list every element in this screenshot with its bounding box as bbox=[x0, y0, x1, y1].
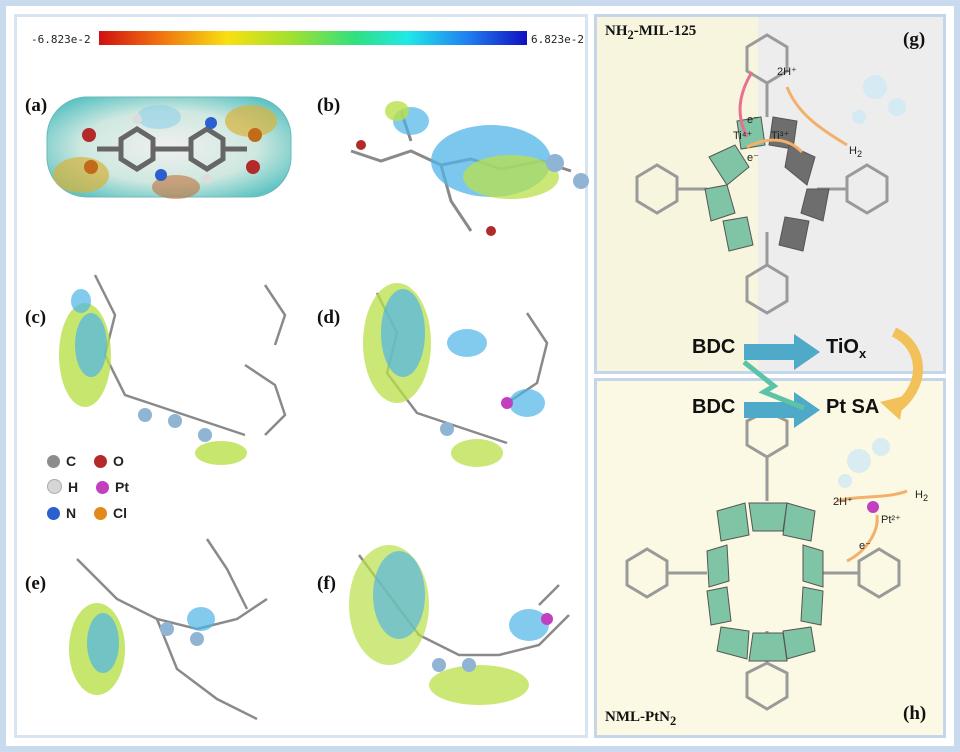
orbital-structure-e bbox=[69, 538, 268, 721]
panel-h-title: NML-PtN2 bbox=[605, 709, 677, 728]
oxygen-dot-icon bbox=[94, 455, 108, 468]
colorbar-max-label: 6.823e-2 bbox=[531, 33, 584, 46]
hydrogen-dot-icon bbox=[47, 479, 62, 494]
esp-colorbar bbox=[99, 31, 527, 45]
bdc-to-ptsa-arrow bbox=[744, 392, 820, 428]
panel-label-g: (g) bbox=[903, 29, 926, 50]
legend-item-cl: Cl bbox=[94, 505, 127, 521]
panel-label-h: (h) bbox=[903, 703, 927, 724]
legend-row-1: C O bbox=[47, 453, 124, 469]
cross-link-arrow bbox=[742, 360, 805, 411]
g-electron-label-2: e⁻ bbox=[747, 152, 759, 164]
platinum-dot-icon bbox=[96, 481, 110, 494]
g-h2-label: H2 bbox=[849, 145, 863, 160]
colorbar-min-label: -6.823e-2 bbox=[31, 33, 91, 46]
flow-tiox: TiOx bbox=[826, 336, 867, 361]
panel-label-a: (a) bbox=[25, 95, 48, 116]
esp-molecule-a bbox=[46, 96, 292, 199]
h-electron-label: e⁻ bbox=[859, 540, 871, 552]
flow-arrows bbox=[742, 327, 923, 428]
legend-item-n: N bbox=[47, 505, 76, 521]
legend-item-h: H bbox=[47, 479, 78, 495]
flow-ptsa: Pt SA bbox=[826, 396, 880, 418]
flow-bdc-1: BDC bbox=[692, 336, 736, 358]
orbital-structure-d bbox=[363, 283, 549, 467]
legend-item-c: C bbox=[47, 453, 76, 469]
left-panel: -6.823e-2 6.823e-2 (a) (b) (c) (d) (e) (… bbox=[14, 14, 589, 738]
panel-label-c: (c) bbox=[25, 307, 47, 328]
orbital-structure-b bbox=[350, 101, 589, 236]
nitrogen-dot-icon bbox=[47, 507, 60, 520]
legend-item-o: O bbox=[94, 453, 124, 469]
h-pt-label: Pt²⁺ bbox=[881, 514, 901, 526]
panel-g-title: NH2-MIL-125 bbox=[605, 23, 697, 42]
chlorine-dot-icon bbox=[94, 507, 108, 520]
curved-arrow bbox=[890, 327, 923, 415]
carbon-dot-icon bbox=[47, 455, 60, 468]
h-h2-label: H2 bbox=[915, 489, 929, 504]
flow-bdc-2: BDC bbox=[692, 396, 736, 418]
g-proton-label: 2H⁺ bbox=[777, 66, 797, 78]
orbital-structure-c bbox=[59, 274, 287, 465]
panel-label-e: (e) bbox=[25, 573, 47, 594]
orbital-structure-f bbox=[349, 545, 570, 705]
g-ti4-label: Ti⁴⁺ bbox=[733, 130, 753, 142]
panel-g: NH2-MIL-125 (g) 2H⁺ e⁻ bbox=[594, 14, 946, 374]
nml-ptn2-framework bbox=[625, 409, 908, 711]
panel-label-b: (b) bbox=[317, 95, 341, 116]
panel-g-shaded-region bbox=[758, 17, 943, 371]
bdc-to-tiox-arrow bbox=[744, 334, 820, 370]
panel-label-f: (f) bbox=[317, 573, 336, 594]
mil125-framework bbox=[635, 33, 906, 315]
g-electron-label-1: e⁻ bbox=[747, 114, 759, 126]
legend-item-pt: Pt bbox=[96, 479, 129, 495]
legend-row-2: H Pt bbox=[47, 479, 129, 495]
legend-row-3: N Cl bbox=[47, 505, 127, 521]
g-ti3-label: Ti³⁺ bbox=[771, 130, 790, 142]
h-proton-label: 2H⁺ bbox=[833, 496, 853, 508]
panel-label-d: (d) bbox=[317, 307, 341, 328]
panel-h: NML-PtN2 (h) bbox=[594, 378, 946, 738]
